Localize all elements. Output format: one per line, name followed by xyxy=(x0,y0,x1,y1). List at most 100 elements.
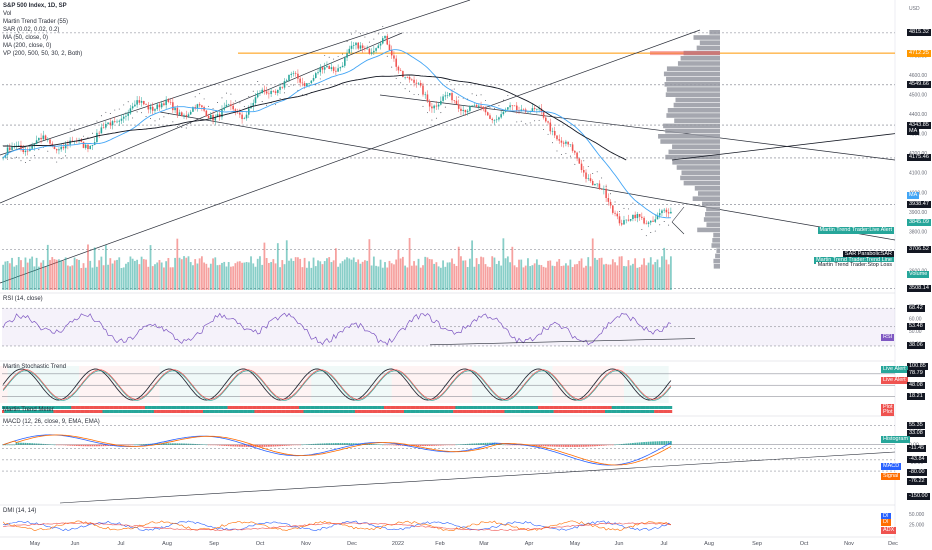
volume-bar xyxy=(207,267,210,290)
descending-trendline-2 xyxy=(379,94,896,161)
meter-cell-bot xyxy=(513,410,516,413)
stoch-bg xyxy=(588,366,598,403)
macd-histogram-bar xyxy=(591,444,594,447)
sar-dot xyxy=(583,160,585,162)
volume-bar xyxy=(107,264,109,290)
volume-bar xyxy=(627,260,630,290)
meter-cell-top xyxy=(625,406,628,409)
time-tick: Sep xyxy=(752,541,762,547)
candle-body xyxy=(562,142,565,144)
meter-cell-bot xyxy=(379,410,382,413)
meter-cell-top xyxy=(205,406,208,409)
macd-histogram-bar xyxy=(607,444,610,446)
candle-body xyxy=(337,68,339,72)
meter-cell-top xyxy=(500,406,503,409)
ma200-line xyxy=(3,74,627,161)
sar-dot xyxy=(552,142,553,144)
meter-cell-top xyxy=(471,406,474,409)
candle-body xyxy=(457,104,460,109)
volume-bar xyxy=(665,259,668,290)
price-tick: 4200.00 xyxy=(909,151,927,157)
meter-cell-bot xyxy=(437,410,440,413)
meter-cell-bot xyxy=(515,410,519,413)
rsi-tick: 50.00 xyxy=(909,329,922,335)
meter-cell-bot xyxy=(75,410,79,413)
volume-bar xyxy=(629,265,632,290)
volume-bar xyxy=(531,265,534,290)
candle-body xyxy=(100,127,103,134)
meter-cell-bot xyxy=(319,410,322,413)
meter-cell-bot xyxy=(457,410,461,413)
candle-body xyxy=(80,140,83,142)
channel-lower-b xyxy=(0,29,701,284)
volume-bar xyxy=(230,266,232,290)
candle-body xyxy=(623,220,625,225)
meter-cell-top xyxy=(381,406,385,409)
volume-bar xyxy=(377,266,380,290)
candle-body xyxy=(589,178,592,181)
volume-bar xyxy=(401,256,404,290)
meter-cell-bot xyxy=(352,410,356,413)
stoch-bg xyxy=(454,366,464,403)
sar-dot xyxy=(610,193,612,195)
candle-body xyxy=(491,118,493,121)
candle-body xyxy=(536,109,538,110)
candle-body xyxy=(232,105,234,110)
macd-histogram-bar xyxy=(113,444,116,446)
volume-bar xyxy=(417,258,420,290)
volume-bar xyxy=(326,258,328,290)
volume-bar xyxy=(196,263,199,290)
candle-body xyxy=(513,105,516,107)
meter-cell-top xyxy=(424,406,427,409)
meter-cell-bot xyxy=(589,410,592,413)
macd-histogram-bar xyxy=(477,443,480,445)
meter-cell-bot xyxy=(441,410,445,413)
meter-cell-bot xyxy=(267,410,271,413)
meter-cell-top xyxy=(258,406,262,409)
meter-cell-bot xyxy=(553,410,557,413)
volume-bar xyxy=(183,256,185,290)
macd-histogram-bar xyxy=(236,444,239,447)
candle-body xyxy=(196,104,199,109)
volume-profile-bar xyxy=(667,108,720,113)
macd-histogram-bar xyxy=(341,443,344,445)
volume-bar xyxy=(605,263,608,290)
sar-dot xyxy=(355,30,357,32)
sar-dot xyxy=(431,119,433,121)
meter-cell-top xyxy=(176,406,179,409)
meter-cell-top xyxy=(506,406,510,409)
candle-body xyxy=(576,152,578,159)
macd-histogram-bar xyxy=(632,442,634,445)
meter-cell-top xyxy=(189,406,193,409)
meter-cell-bot xyxy=(424,410,427,413)
volume-bar xyxy=(350,259,353,290)
meter-cell-bot xyxy=(142,410,146,413)
macd-histogram-bar xyxy=(285,444,288,446)
meter-cell-bot xyxy=(91,410,94,413)
stoch-bg xyxy=(338,366,348,403)
meter-cell-bot xyxy=(328,410,331,413)
candle-body xyxy=(207,116,210,118)
candle-body xyxy=(424,94,426,96)
time-tick: Oct xyxy=(256,541,265,547)
volume-bar xyxy=(169,267,172,290)
meter-cell-bot xyxy=(182,410,186,413)
meter-cell-top xyxy=(642,406,646,409)
volume-profile-bar xyxy=(697,227,720,233)
macd-histogram-bar xyxy=(553,444,556,447)
meter-cell-top xyxy=(35,406,38,409)
candle-body xyxy=(9,147,11,150)
volume-bar xyxy=(165,261,168,290)
volume-bar xyxy=(22,267,25,290)
macd-histogram-bar xyxy=(489,442,491,445)
macd-histogram-bar xyxy=(475,443,478,445)
volume-bar xyxy=(234,263,237,290)
meter-cell-top xyxy=(669,406,673,409)
meter-cell-top xyxy=(209,406,213,409)
meter-cell-top xyxy=(165,406,168,409)
meter-cell-top xyxy=(171,406,175,409)
candle-body xyxy=(221,109,223,118)
candle-body xyxy=(658,213,661,216)
macd-histogram-bar xyxy=(225,444,228,446)
